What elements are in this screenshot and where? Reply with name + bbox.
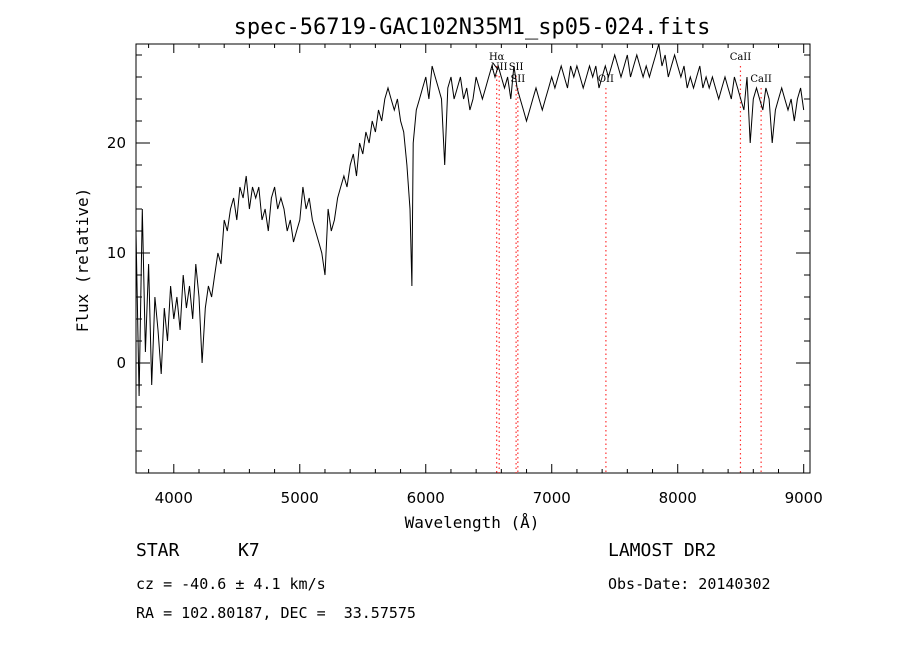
spectral-line-label: SII [510, 74, 525, 85]
plot-frame [135, 43, 811, 474]
spectrum-line [135, 43, 805, 397]
redshift-cz: cz = -40.6 ± 4.1 km/s [136, 575, 326, 593]
spectral-line-label: CaII [750, 74, 772, 85]
y-tick-label: 10 [107, 244, 126, 262]
survey-name: LAMOST DR2 [608, 540, 717, 561]
y-axis-label: Flux (relative) [73, 188, 92, 333]
x-tick-label: 7000 [533, 489, 571, 507]
spectral-line-label: CaII [730, 52, 752, 63]
obs-date: Obs-Date: 20140302 [608, 575, 771, 593]
axis-ticks: 4000 5000 6000 7000 8000 9000 0 10 20 [107, 44, 823, 507]
object-subclass: K7 [238, 540, 260, 561]
x-tick-label: 4000 [155, 489, 193, 507]
x-tick-label: 8000 [659, 489, 697, 507]
x-tick-label: 6000 [407, 489, 445, 507]
x-tick-label: 9000 [785, 489, 823, 507]
x-tick-label: 5000 [281, 489, 319, 507]
object-type: STAR [136, 540, 180, 561]
coordinates: RA = 102.80187, DEC = 33.57575 [136, 604, 416, 622]
spectral-line-label: Hα [489, 52, 505, 63]
chart-title: spec-56719-GAC102N35M1_sp05-024.fits [234, 15, 711, 40]
spectral-line-label: OII [598, 74, 614, 85]
emission-lines [496, 66, 762, 473]
x-axis-label: Wavelength (Å) [405, 513, 540, 532]
spectral-line-label: NII [491, 62, 508, 73]
spectral-line-label: SII [509, 62, 524, 73]
y-tick-label: 20 [107, 134, 126, 152]
y-tick-label: 0 [116, 354, 126, 372]
